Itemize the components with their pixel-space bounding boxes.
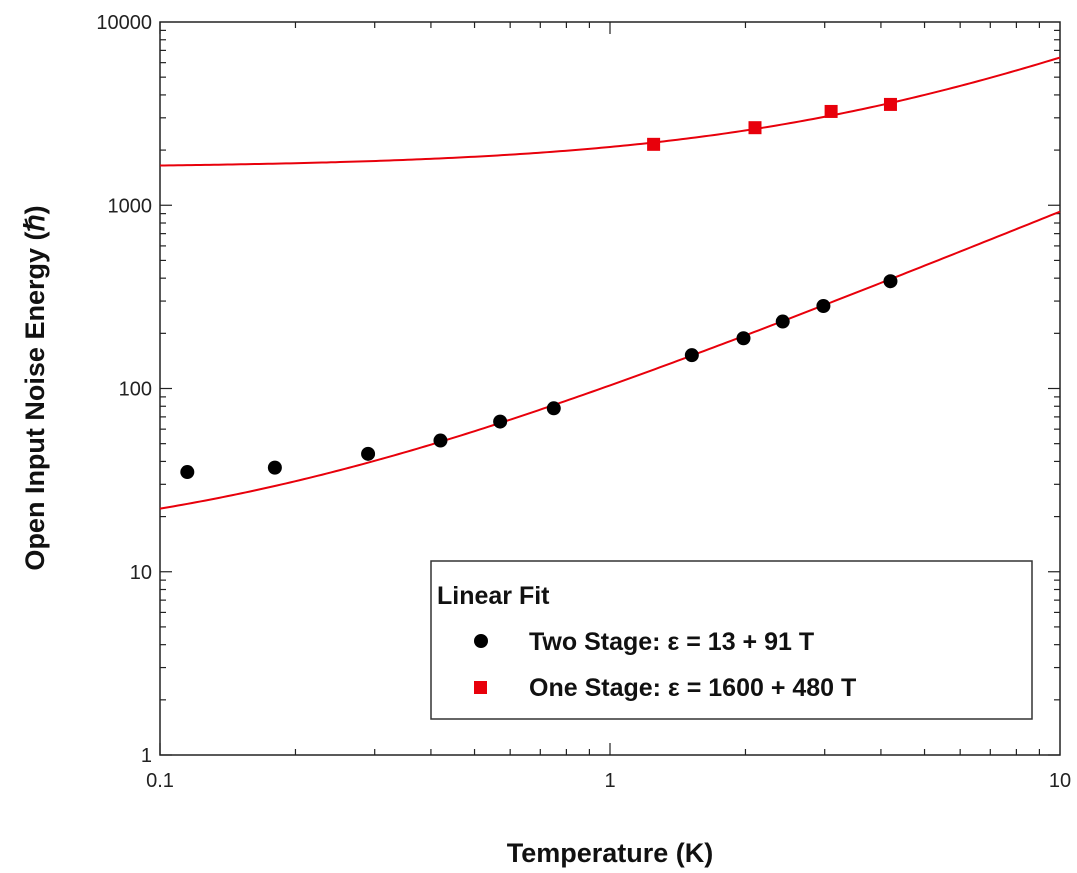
- data-point-two-stage: [493, 414, 508, 429]
- y-tick-label: 1: [141, 745, 152, 767]
- x-tick-label: 10: [1049, 770, 1071, 792]
- data-point-two-stage: [883, 274, 898, 289]
- data-point-two-stage: [361, 446, 376, 461]
- fit-lines: [159, 56, 1061, 510]
- data-point-two-stage: [684, 348, 699, 363]
- data-point-two-stage: [816, 298, 831, 313]
- data-point-two-stage: [736, 331, 751, 346]
- legend-entry-one-stage: One Stage: ε = 1600 + 480 T: [529, 674, 856, 702]
- data-point-two-stage: [180, 465, 195, 480]
- y-tick-label: 10: [130, 562, 152, 584]
- y-axis-title: Open Input Noise Energy (ℏ): [20, 205, 50, 570]
- data-point-one-stage: [824, 104, 838, 118]
- legend-marker-two-stage: [474, 634, 488, 648]
- data-point-one-stage: [647, 137, 661, 151]
- x-axis-title: Temperature (K): [507, 838, 714, 868]
- y-tick-label: 1000: [108, 195, 153, 217]
- y-tick-label: 10000: [96, 12, 152, 34]
- legend-marker-one-stage: [474, 681, 487, 694]
- fit-line-one-stage: [159, 56, 1061, 167]
- data-point-two-stage: [267, 460, 282, 475]
- data-point-one-stage: [883, 97, 897, 111]
- data-point-two-stage: [546, 401, 561, 416]
- x-tick-label: 1: [604, 770, 615, 792]
- data-point-two-stage: [775, 314, 790, 329]
- data-point-two-stage: [433, 433, 448, 448]
- legend-title: Linear Fit: [437, 582, 550, 610]
- axis-ticks: 0.1 1 10 1 10 100 1000 10000: [96, 12, 1071, 792]
- x-tick-label: 0.1: [146, 770, 174, 792]
- legend-entry-two-stage: Two Stage: ε = 13 + 91 T: [529, 628, 814, 656]
- fit-line-two-stage: [159, 210, 1061, 510]
- data-points: [180, 97, 898, 480]
- y-tick-label: 100: [119, 379, 152, 401]
- data-point-one-stage: [748, 121, 762, 135]
- legend-box: [430, 560, 1033, 720]
- legend: Linear Fit Two Stage: ε = 13 + 91 T One …: [430, 560, 1033, 720]
